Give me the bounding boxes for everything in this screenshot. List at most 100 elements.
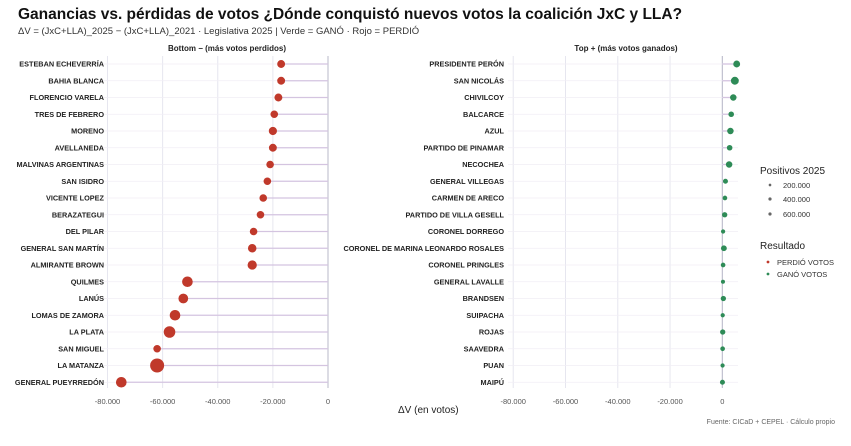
lollipop-point [720,279,725,284]
lollipop-point [277,60,286,68]
legend-result-label-lost: PERDIÓ VOTOS [777,258,834,267]
panel-top-winners: -80.000 -60.000 -40.000 -20.000 0 PRESIDENTE … [343,56,741,406]
y-tick-label: NECOCHEA [462,160,504,169]
y-tick-label: QUILMES [71,277,104,286]
y-tick-label: PRESIDENTE PERÓN [429,60,504,69]
lollipop-point [725,161,733,168]
legend-result-title: Resultado [760,241,806,252]
legend-size-title: Positivos 2025 [760,166,826,177]
lollipop-point [728,111,734,118]
y-tick-label: CARMEN DE ARECO [432,194,505,203]
lollipop-point [268,126,277,136]
legend-result-mark-lost [766,260,770,264]
panel-title-top: Top + (más votos ganados) [574,44,678,53]
y-tick-label: PUAN [483,361,504,370]
lollipop-point [722,212,728,218]
y-tick-label: CORONEL DE MARINA LEONARDO ROSALES [343,244,504,253]
lollipop-point [720,295,727,302]
lollipop-point [730,76,739,85]
x-tick-label: 0 [326,397,330,406]
y-tick-label: MALVINAS ARGENTINAS [16,160,104,169]
y-tick-label: TRES DE FEBRERO [35,110,105,119]
y-tick-label: PARTIDO DE PINAMAR [423,143,504,152]
y-tick-label: AZUL [485,127,505,136]
lollipop-point [720,346,725,352]
lollipop-point [726,144,733,151]
lollipop-point [115,376,127,388]
x-tick-label: -20.000 [657,397,682,406]
lollipop-point [719,379,725,385]
lollipop-point [249,227,258,236]
lollipop-point [247,244,257,253]
lollipop-point [720,313,725,318]
x-tick-label: -80.000 [501,397,526,406]
lollipop-point [720,329,726,335]
y-tick-label: VICENTE LOPEZ [46,194,105,203]
lollipop-point [720,245,727,252]
x-axis-label: ΔV (en votos) [398,405,459,416]
y-tick-label: PARTIDO DE VILLA GESELL [405,210,504,219]
y-tick-label: LOMAS DE ZAMORA [31,311,104,320]
panel-title-bottom: Bottom − (más votos perdidos) [167,44,287,53]
y-tick-label: FLORENCIO VARELA [30,93,105,102]
y-tick-label: SAN MIGUEL [58,344,104,353]
lollipop-point [169,309,181,321]
legend-size-mark-1 [768,183,772,187]
y-tick-label: AVELLANEDA [55,143,105,152]
y-tick-label: ROJAS [479,328,504,337]
lollipop-point [182,276,193,288]
y-tick-label: MORENO [71,127,104,136]
y-tick-label: GENERAL PUEYRREDÓN [15,378,104,387]
x-tick-label: 0 [720,397,724,406]
y-tick-label: BRANDSEN [463,294,504,303]
y-tick-label: DEL PILAR [66,227,105,236]
lollipop-point [720,229,726,234]
lollipop-point [722,178,728,184]
y-tick-label: SAN NICOLÁS [454,76,504,85]
lollipop-point [256,210,265,219]
legend-size-label-1: 200.000 [783,181,811,190]
lollipop-point [259,194,268,202]
y-tick-label: ESTEBAN ECHEVERRÍA [19,60,104,69]
lollipop-point [722,195,728,201]
lollipop-point [163,326,176,338]
legend-size-mark-3 [768,212,772,216]
y-tick-label: GENERAL VILLEGAS [430,177,504,186]
legend-size-label-2: 400.000 [783,195,811,204]
lollipop-point [263,177,272,186]
y-tick-label: GENERAL LAVALLE [434,277,504,286]
lollipop-point [274,93,283,102]
legend-size-label-3: 600.000 [783,210,811,219]
y-tick-label: CHIVILCOY [464,93,504,102]
y-tick-label: GENERAL SAN MARTÍN [21,244,104,253]
y-tick-label: BALCARCE [463,110,504,119]
y-tick-label: BERAZATEGUI [52,210,104,219]
lollipop-point [150,358,165,373]
source-note: Fuente: CICaD + CEPEL · Cálculo propio [706,419,835,426]
lollipop-point [720,363,725,368]
y-tick-label: SAN ISIDRO [61,177,104,186]
panel-bottom-losers: -80.000 -60.000 -40.000 -20.000 0 ESTEBAN ECH… [15,56,330,406]
y-tick-label: SAAVEDRA [464,344,505,353]
lollipop-point [247,260,257,270]
x-tick-label: -80.000 [95,397,120,406]
legend-result-mark-won [766,272,770,276]
lollipop-point [730,94,737,101]
chart-subtitle: ΔV = (JxC+LLA)_2025 − (JxC+LLA)_2021 · L… [18,26,420,37]
x-tick-label: -60.000 [553,397,578,406]
y-tick-label: ALMIRANTE BROWN [31,261,104,270]
lollipop-point [270,110,279,119]
y-tick-label: CORONEL DORREGO [428,227,504,236]
lollipop-point [268,143,277,152]
legend-marks [766,183,772,276]
lollipop-point [266,160,274,169]
lollipop-point [733,60,741,68]
x-tick-label: -40.000 [605,397,630,406]
y-tick-label: LA MATANZA [58,361,105,370]
y-tick-label: BAHIA BLANCA [48,76,104,85]
y-tick-label: CORONEL PRINGLES [428,261,504,270]
lollipop-point [727,127,734,135]
y-tick-label: MAIPÚ [480,378,504,387]
y-tick-label: LANÚS [79,294,104,303]
